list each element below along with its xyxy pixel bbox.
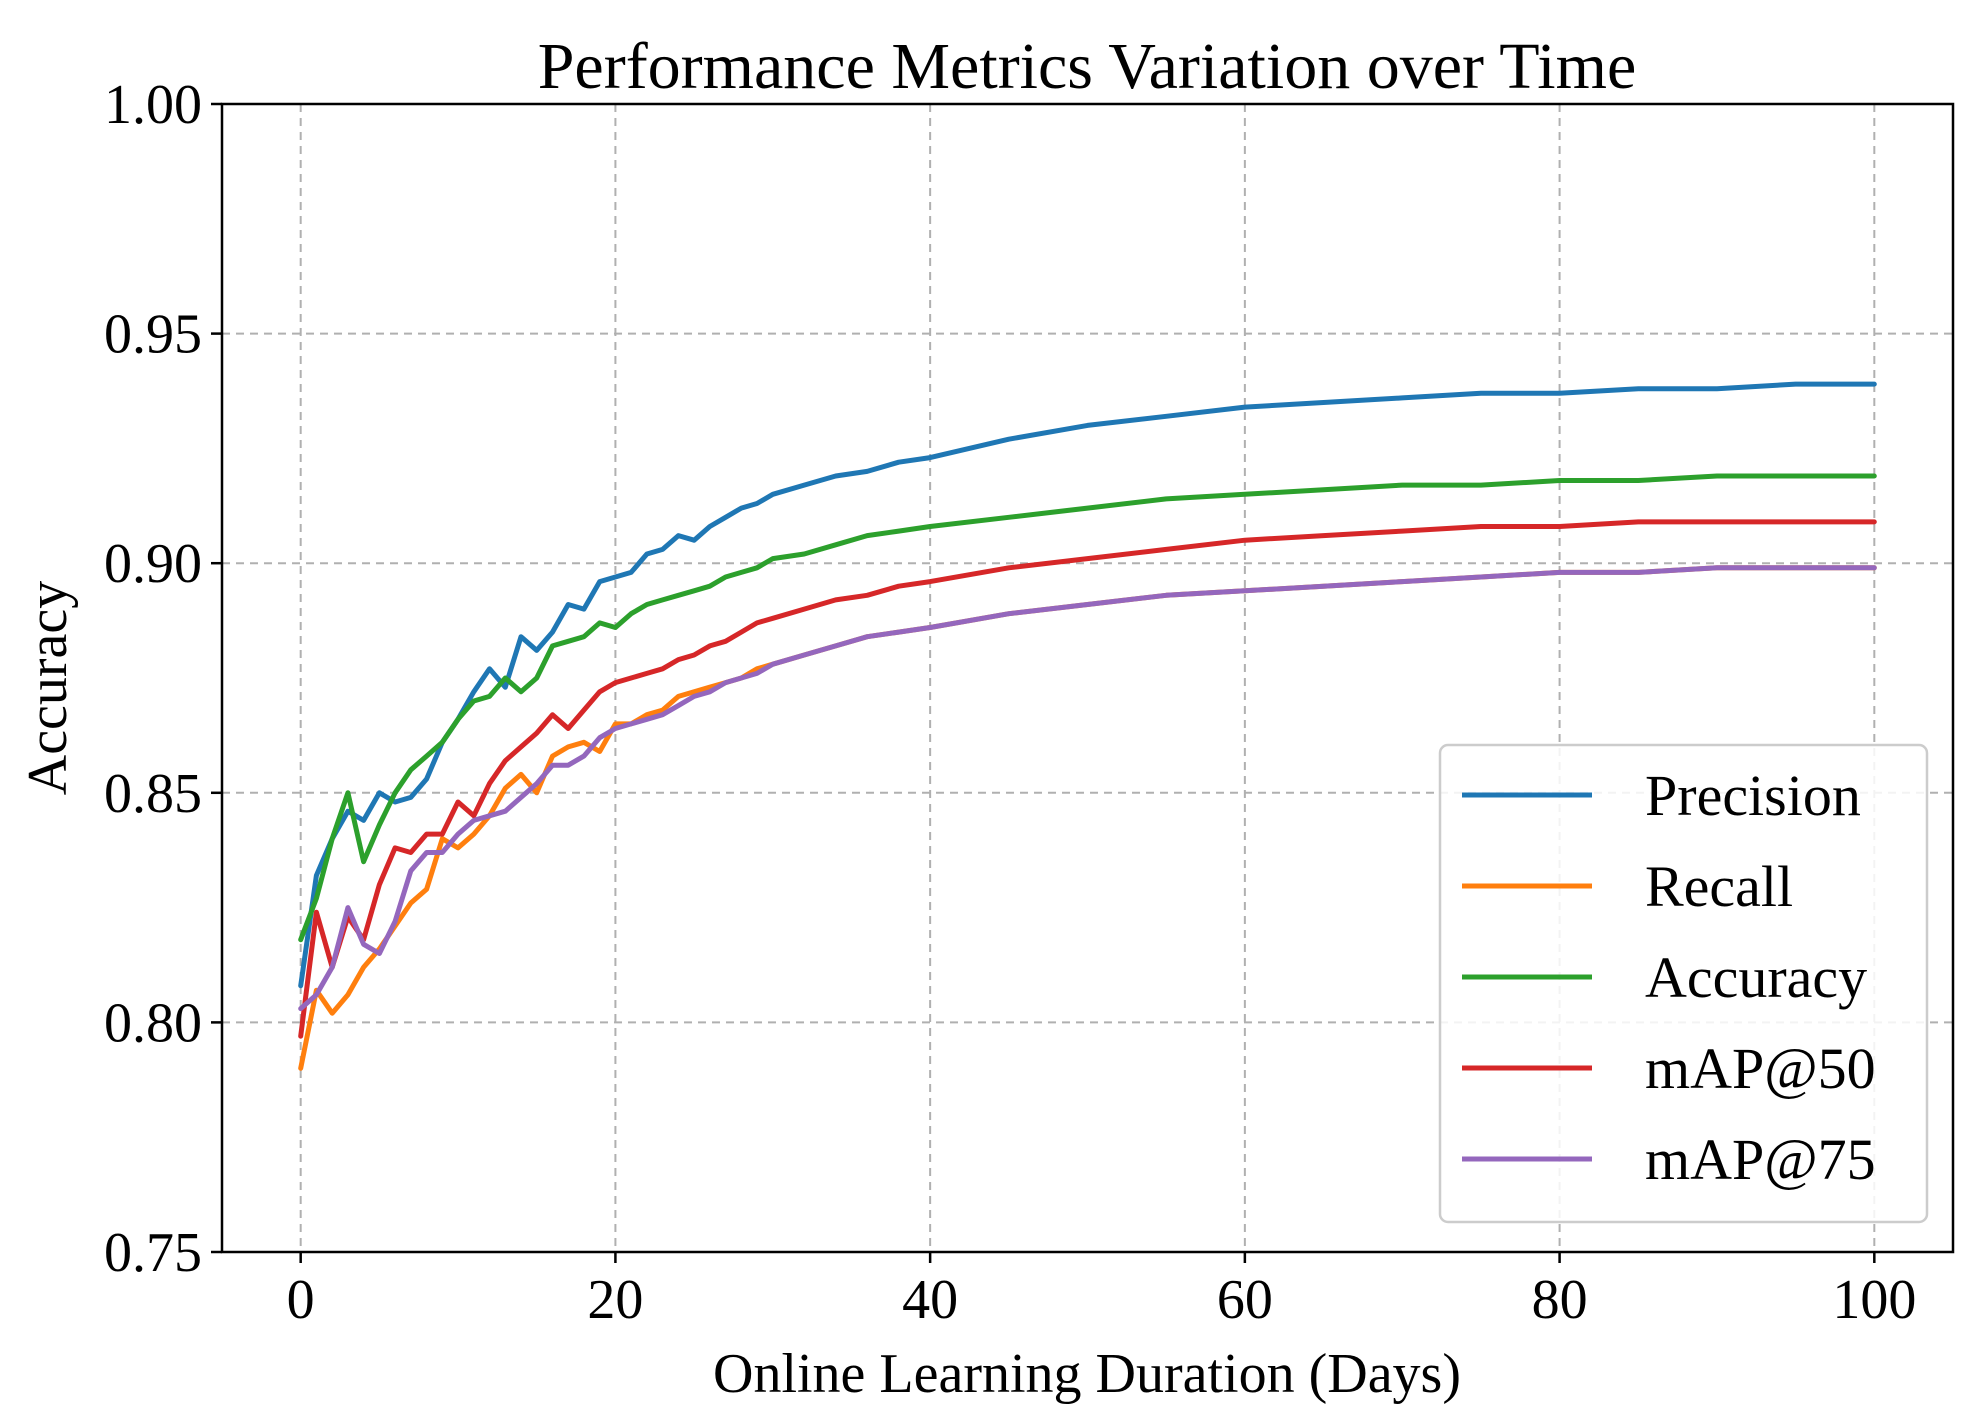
series-line-precision [298,381,1877,989]
legend-label-accuracy: Accuracy [1645,945,1867,1010]
legend-box [1438,743,1929,1224]
y-axis-label: Accuracy [17,581,79,796]
y-tick-label: 0.85 [104,763,202,825]
y-tick-label: 0.75 [104,1222,202,1284]
chart-title: Performance Metrics Variation over Time [538,30,1637,103]
x-tick-label: 0 [287,1269,315,1331]
legend: Precision Recall Accuracy mAP@50 mAP@75 [1438,743,1929,1224]
x-tick-label: 80 [1532,1269,1588,1331]
legend-label-precision: Precision [1645,763,1861,828]
x-tick-label: 60 [1217,1269,1273,1331]
y-tick-label: 0.80 [104,992,202,1054]
x-tick-label: 20 [587,1269,643,1331]
series-lines [298,381,1877,1071]
y-tick-label: 0.90 [104,533,202,595]
series-line-map-75 [298,565,1877,1012]
legend-label-recall: Recall [1645,854,1793,919]
x-tick-label: 40 [902,1269,958,1331]
x-axis-label: Online Learning Duration (Days) [713,1343,1461,1405]
legend-label-map-75: mAP@75 [1645,1127,1876,1192]
plot-area-frame [220,102,1955,1254]
x-tick-label: 100 [1832,1269,1916,1331]
axis-ticks: 0 20 40 60 80 100 0.75 0.80 0.85 0.90 0.95 1.00 [104,74,1916,1331]
y-tick-label: 1.00 [104,74,202,136]
series-line-accuracy [298,473,1877,943]
legend-label-map-50: mAP@50 [1645,1036,1876,1101]
y-tick-label: 0.95 [104,304,202,366]
series-line-map-50 [298,519,1877,1039]
